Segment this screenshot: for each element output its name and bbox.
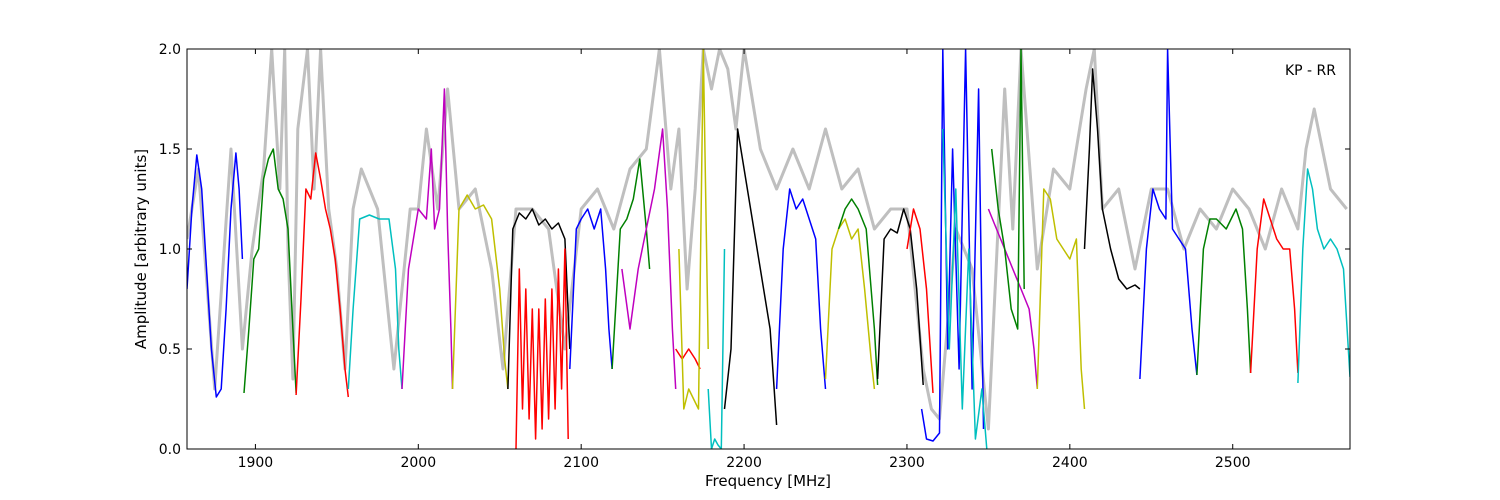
y-axis-label: Amplitude [arbitrary units] [132, 149, 150, 349]
series-line-23 [987, 208, 1039, 390]
x-tick-label: 2400 [1052, 455, 1088, 471]
series-line-11 [621, 128, 677, 390]
x-tick-label: 2200 [726, 455, 762, 471]
series-line-7 [507, 208, 571, 390]
series-line-20 [906, 208, 934, 394]
x-tick-label: 1900 [238, 455, 274, 471]
series-line-22 [942, 128, 988, 449]
series-line-1 [187, 152, 244, 398]
series-line-14 [707, 248, 726, 449]
series-line-4 [347, 214, 403, 390]
series-line-30 [1297, 168, 1350, 384]
series-line-8 [515, 248, 569, 449]
series-line-27 [1139, 49, 1198, 380]
series-line-15 [723, 128, 778, 426]
series-line-16 [775, 188, 827, 390]
series-line-3 [295, 152, 350, 398]
y-tick-label: 1.5 [159, 142, 181, 158]
chart-annotation: KP - RR [1285, 63, 1336, 79]
series-line-21 [920, 49, 985, 442]
y-tick-label: 0.0 [159, 442, 181, 458]
series-line-25 [1036, 188, 1086, 410]
series-line-12 [675, 348, 701, 370]
x-tick-label: 2100 [563, 455, 599, 471]
x-tick-label: 2300 [889, 455, 925, 471]
series-line-17 [824, 218, 876, 390]
y-tick-label: 1.0 [159, 242, 181, 258]
series-line-6 [451, 194, 509, 390]
series-line-5 [401, 88, 454, 390]
series-line-24 [990, 49, 1025, 330]
series-line-26 [1083, 68, 1141, 290]
series-line-28 [1196, 208, 1252, 376]
series-line-2 [243, 148, 297, 394]
y-tick-label: 2.0 [159, 42, 181, 58]
series-line-18 [837, 198, 879, 386]
series-line-9 [569, 208, 613, 370]
x-tick-label: 2000 [400, 455, 436, 471]
y-tick-label: 0.5 [159, 342, 181, 358]
series-line-29 [1249, 198, 1299, 374]
x-axis-label: Frequency [MHz] [705, 472, 831, 490]
x-tick-label: 2500 [1215, 455, 1251, 471]
series-line-13 [678, 49, 709, 410]
series-line-19 [876, 208, 924, 386]
background-envelope-line [187, 49, 1348, 431]
